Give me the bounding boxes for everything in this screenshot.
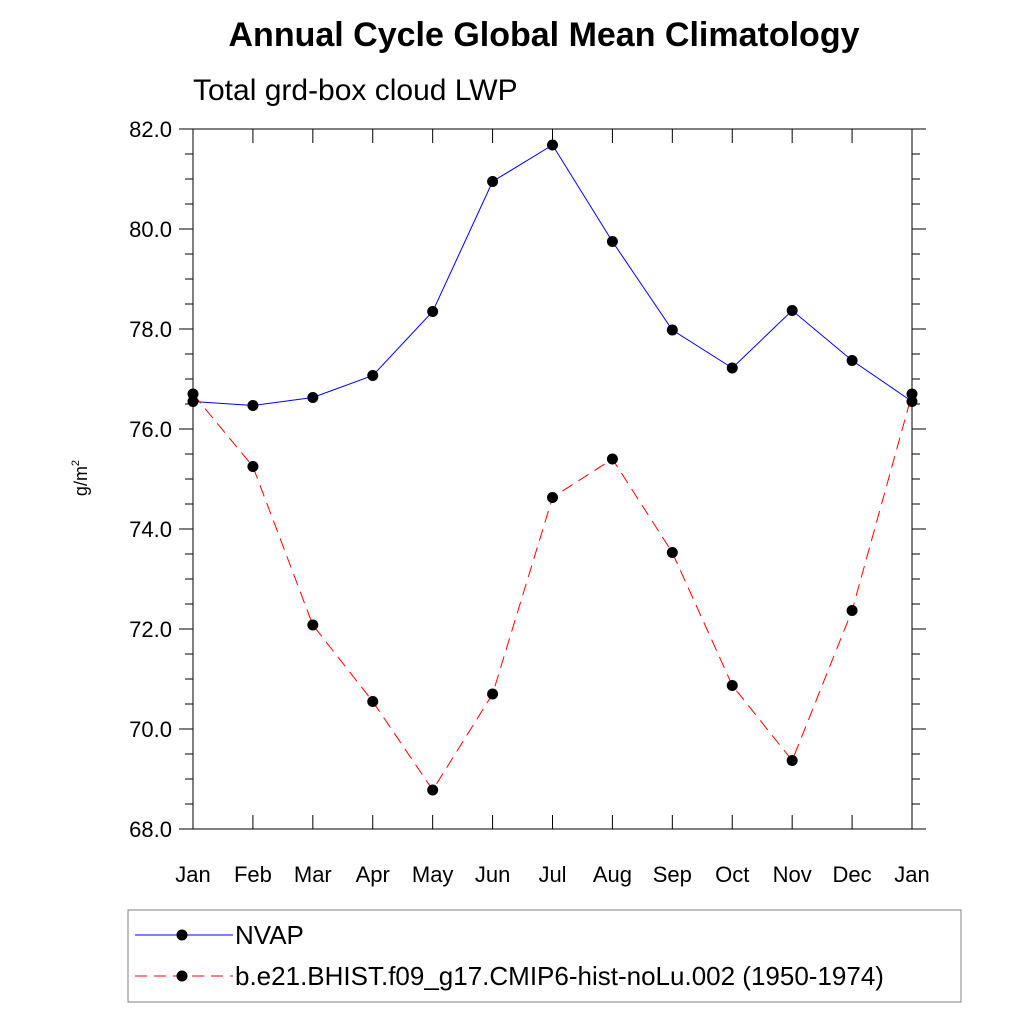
chart-title: Annual Cycle Global Mean Climatology xyxy=(229,16,860,54)
y-axis-label-unit: g/m xyxy=(71,466,91,496)
x-tick-label: Jan xyxy=(175,862,210,887)
legend-label-model: b.e21.BHIST.f09_g17.CMIP6-hist-noLu.002 … xyxy=(235,961,884,991)
x-tick-label: Mar xyxy=(294,862,332,887)
data-point-model xyxy=(666,547,678,558)
plot-frame xyxy=(192,128,913,830)
data-point-nvap xyxy=(427,306,439,317)
data-point-model xyxy=(726,680,738,691)
legend-box xyxy=(127,909,962,1003)
y-axis-label-exponent: 2 xyxy=(70,460,82,466)
y-tick-label: 70.0 xyxy=(129,717,172,742)
data-point-nvap xyxy=(487,176,499,187)
y-tick-label: 82.0 xyxy=(129,117,172,142)
y-axis-label: g/m2 xyxy=(70,460,91,496)
data-point-model xyxy=(846,605,858,616)
series-markers xyxy=(187,139,918,796)
y-tick-label: 68.0 xyxy=(129,817,172,842)
data-point-model xyxy=(786,755,798,766)
data-point-nvap xyxy=(247,400,259,411)
legend-marker-model xyxy=(176,970,188,982)
data-point-model xyxy=(547,492,558,503)
series-line-model xyxy=(192,393,913,791)
y-tick-label: 78.0 xyxy=(129,317,172,342)
x-tick-label: Feb xyxy=(234,862,272,887)
data-point-model xyxy=(367,696,379,707)
x-tick-label: Nov xyxy=(773,862,812,887)
y-tick-label: 72.0 xyxy=(129,617,172,642)
data-point-model xyxy=(427,784,439,796)
data-point-nvap xyxy=(606,236,618,247)
data-point-nvap xyxy=(786,305,798,316)
x-tick-label: Aug xyxy=(593,862,632,887)
data-point-model xyxy=(487,688,499,700)
series-lines xyxy=(192,144,913,791)
y-tick-label: 80.0 xyxy=(129,217,172,242)
tick-labels: Jan Feb Mar Apr May Jun Jul Aug Sep Oct Nov Dec Jan6… xyxy=(129,117,930,887)
series-line-nvap xyxy=(192,144,913,407)
axis-ticks xyxy=(179,128,926,830)
x-tick-label: Dec xyxy=(833,862,872,887)
data-point-model xyxy=(247,461,259,472)
data-point-nvap xyxy=(666,324,678,336)
data-point-nvap xyxy=(547,139,558,151)
y-tick-label: 76.0 xyxy=(129,417,172,442)
data-point-nvap xyxy=(726,362,738,374)
data-point-nvap xyxy=(307,392,319,403)
legend-marker-nvap xyxy=(176,929,188,941)
legend-label-nvap: NVAP xyxy=(235,920,304,950)
x-tick-label: Jul xyxy=(538,862,566,887)
data-point-nvap xyxy=(846,355,858,366)
legend-entries: NVAP b.e21.BHIST.f09_g17.CMIP6-hist-noLu.… xyxy=(135,920,884,991)
x-tick-label: Oct xyxy=(715,862,749,887)
chart-subtitle: Total grd-box cloud LWP xyxy=(193,74,518,107)
x-tick-label: Sep xyxy=(653,862,692,887)
x-tick-label: Jan xyxy=(894,862,929,887)
y-tick-label: 74.0 xyxy=(129,517,172,542)
data-point-nvap xyxy=(367,370,379,381)
legend: NVAP b.e21.BHIST.f09_g17.CMIP6-hist-noLu.… xyxy=(127,909,962,1003)
data-point-model xyxy=(606,453,618,465)
x-tick-label: May xyxy=(412,862,454,887)
x-tick-label: Apr xyxy=(356,862,390,887)
data-point-model xyxy=(307,619,319,631)
x-tick-label: Jun xyxy=(475,862,510,887)
